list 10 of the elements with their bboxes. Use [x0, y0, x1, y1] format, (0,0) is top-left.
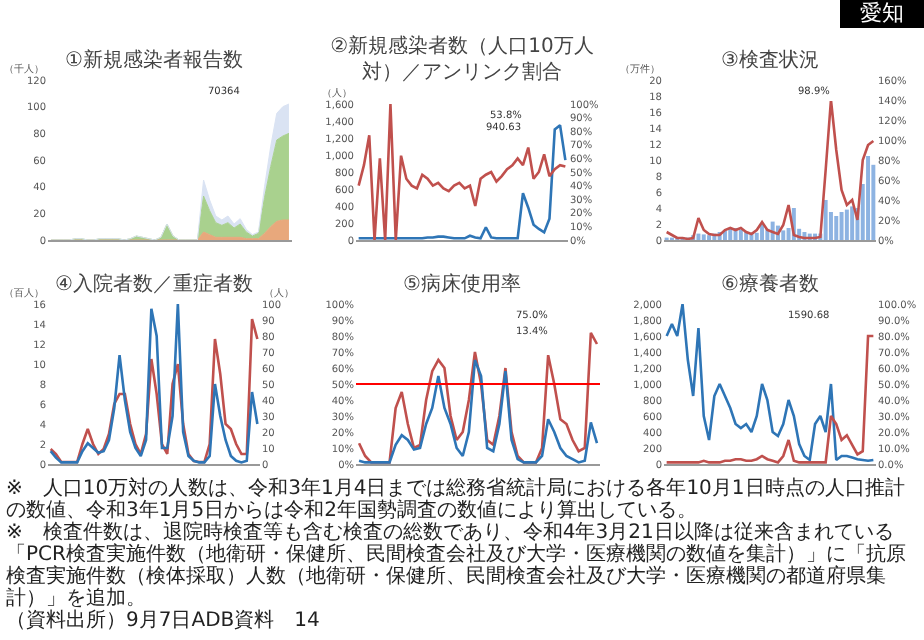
chart-title: ①新規感染者報告数	[65, 48, 243, 72]
text: 愛知	[840, 0, 924, 28]
chart-title: ⑤病床使用率	[403, 272, 521, 296]
chart-title: ③検査状況	[721, 48, 819, 72]
text: ※ 検査件数は、退院時検査等も含む検査の総数であり、令和4年3月21日以降は従来含まれている「PCR検査実施件数（地衛研・保健所、民間検査会社及び大学・医療機関の数値を集計）」に「抗原検査実施件数（検体採取）人数（地衛研・保健所、民間検査会社及び大学・医療機関の都道府県集計）」を追加。	[6, 522, 908, 610]
text: ※ 人口10万対の人数は、令和3年1月4日までは総務省統計局における各年10月1日時点の人口推計の数値、令和3年1月5日からは令和2年国勢調査の数値により算出している。	[6, 478, 907, 522]
chart-title: ④入院者数／重症者数	[55, 272, 253, 296]
chart-title: ②新規感染者数（人口10万人対）／アンリンク割合	[330, 34, 594, 84]
text: （資料出所）9月7日ADB資料 14	[6, 610, 322, 632]
chart-title: ⑥療養者数	[721, 272, 819, 296]
